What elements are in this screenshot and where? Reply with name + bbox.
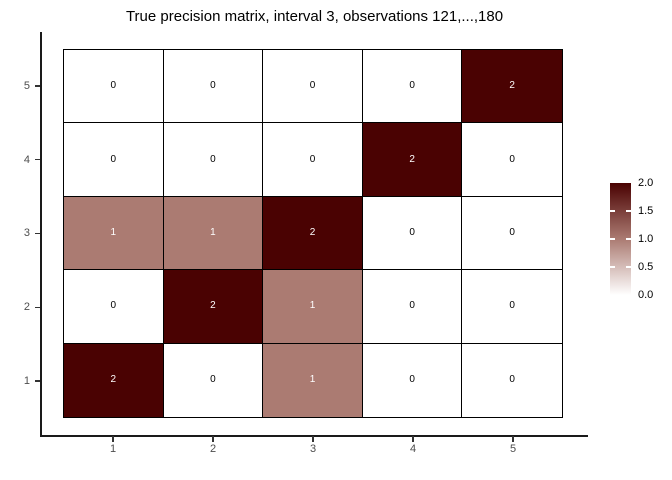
- cell-value: 0: [210, 374, 216, 386]
- heatmap-cell: 0: [362, 270, 463, 344]
- heatmap-cell: 0: [263, 50, 363, 124]
- heatmap-cell: 1: [263, 343, 363, 417]
- heatmap-cell: 0: [362, 343, 463, 417]
- heatmap-cell: 0: [64, 50, 164, 124]
- heatmap-cell: 2: [163, 270, 264, 344]
- y-tick-mark: [35, 85, 40, 87]
- heatmap-cell: 0: [362, 196, 463, 271]
- legend-tick-mark: [626, 238, 631, 240]
- cell-value: 2: [409, 153, 415, 165]
- x-tick-label: 5: [509, 443, 517, 455]
- x-tick-label: 2: [209, 443, 217, 455]
- heatmap-cell: 2: [263, 196, 363, 271]
- heatmap-cell: 0: [163, 123, 264, 197]
- heatmap-cell: 1: [163, 196, 264, 271]
- heatmap-cell: 1: [263, 270, 363, 344]
- cell-value: 0: [409, 300, 415, 312]
- y-tick-label: 5: [23, 79, 30, 92]
- cell-value: 0: [509, 153, 515, 165]
- heatmap-cell: 1: [64, 196, 164, 271]
- heatmap-cell: 2: [462, 50, 562, 124]
- x-tick-label: 4: [409, 443, 417, 455]
- cell-value: 0: [110, 80, 117, 92]
- cell-value: 1: [309, 374, 316, 386]
- legend-colorbar: [610, 183, 631, 295]
- legend-tick-label: 1.5: [638, 205, 654, 217]
- cell-value: 2: [210, 300, 216, 312]
- y-tick-mark: [35, 158, 40, 161]
- legend-tick-label: 2.0: [638, 177, 654, 189]
- heatmap-cell: 0: [462, 343, 562, 417]
- cell-value: 0: [509, 300, 515, 312]
- cell-value: 2: [509, 80, 515, 92]
- heatmap-cell: 0: [64, 270, 164, 344]
- legend-tick-mark: [626, 210, 631, 212]
- cell-value: 0: [409, 374, 415, 386]
- heatmap-cell: 0: [163, 343, 264, 417]
- legend-tick-label: 1.0: [638, 233, 654, 245]
- x-tick-mark: [312, 436, 314, 442]
- y-tick-mark: [35, 232, 40, 235]
- cell-value: 0: [509, 226, 515, 238]
- cell-value: 2: [110, 374, 117, 386]
- x-tick-mark: [412, 436, 414, 442]
- y-tick-label: 1: [23, 375, 30, 388]
- plot-title: True precision matrix, interval 3, obser…: [125, 8, 504, 25]
- x-axis-line: [40, 435, 588, 437]
- heatmap-cell: 0: [362, 50, 463, 124]
- cell-value: 0: [210, 80, 216, 92]
- heatmap-cell: 0: [64, 123, 164, 197]
- x-tick-mark: [512, 436, 514, 442]
- y-tick-label: 2: [23, 301, 30, 314]
- cell-value: 0: [210, 153, 216, 165]
- legend-tick-mark: [610, 238, 615, 240]
- heatmap-cell: 2: [64, 343, 164, 417]
- legend-tick-mark: [610, 266, 615, 268]
- legend-tick-labels: 2.0 1.5 1.0 0.5 0.0: [638, 178, 672, 301]
- x-tick-mark: [212, 436, 214, 442]
- heatmap-cell: 0: [263, 123, 363, 197]
- cell-value: 2: [309, 226, 316, 238]
- cell-value: 0: [110, 300, 117, 312]
- heatmap-grid: 0 0 0 0 2 0 0 0 2 0 1 1 2 0 0 0 2 1 0 0 2 0 1 0 0: [63, 49, 563, 418]
- cell-value: 1: [309, 300, 316, 312]
- y-tick-mark: [35, 306, 40, 309]
- heatmap-cell: 2: [362, 123, 463, 197]
- heatmap-cell: 0: [462, 123, 562, 197]
- cell-value: 0: [509, 374, 515, 386]
- y-axis-tick-labels: 5 4 3 2 1: [8, 49, 30, 418]
- y-tick-label: 4: [23, 153, 30, 166]
- cell-value: 1: [110, 226, 117, 238]
- y-tick-label: 3: [23, 227, 30, 240]
- legend-tick-label: 0.5: [638, 261, 654, 273]
- cell-value: 0: [110, 153, 117, 165]
- y-axis-ticks: [35, 49, 40, 418]
- cell-value: 0: [309, 80, 316, 92]
- legend-tick-mark: [610, 210, 615, 212]
- heatmap-cell: 0: [462, 270, 562, 344]
- cell-value: 1: [210, 226, 216, 238]
- x-axis-ticks: [63, 436, 563, 442]
- legend-tick-mark: [626, 266, 631, 268]
- cell-value: 0: [309, 153, 316, 165]
- x-tick-label: 3: [309, 443, 317, 455]
- y-tick-mark: [35, 380, 40, 382]
- heatmap-cell: 0: [163, 50, 264, 124]
- heatmap-cell: 0: [462, 196, 562, 271]
- x-tick-label: 1: [109, 443, 117, 455]
- x-axis-tick-labels: 1 2 3 4 5: [63, 443, 563, 455]
- legend-tick-label: 0.0: [638, 289, 654, 301]
- cell-value: 0: [409, 226, 415, 238]
- y-axis-line: [40, 32, 42, 436]
- x-tick-mark: [112, 436, 114, 442]
- cell-value: 0: [409, 80, 415, 92]
